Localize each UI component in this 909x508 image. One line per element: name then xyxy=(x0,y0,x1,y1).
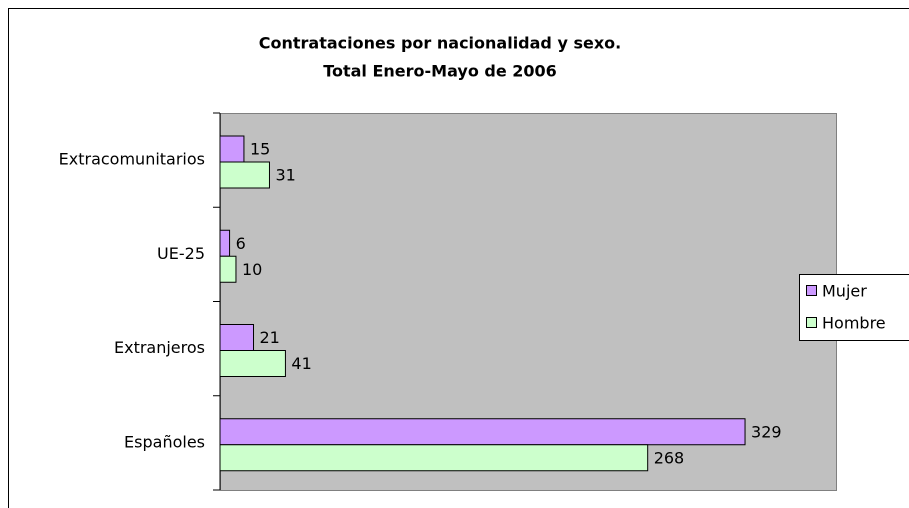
data-label: 6 xyxy=(236,234,246,253)
bar xyxy=(219,135,245,163)
legend-label: Mujer xyxy=(822,282,867,301)
legend-label: Hombre xyxy=(822,314,886,333)
data-label: 268 xyxy=(654,448,685,467)
legend-swatch xyxy=(806,285,817,296)
data-label: 10 xyxy=(242,260,262,279)
data-label: 31 xyxy=(275,166,295,185)
legend-swatch xyxy=(806,317,817,328)
legend xyxy=(799,274,909,341)
bar xyxy=(219,255,237,283)
data-label: 15 xyxy=(250,140,270,159)
data-label: 21 xyxy=(260,328,280,347)
y-tick-label: Extranjeros xyxy=(114,338,205,357)
chart-title: Total Enero-Mayo de 2006 xyxy=(323,62,557,81)
bar xyxy=(219,444,649,472)
chart-title: Contrataciones por nacionalidad y sexo. xyxy=(259,34,621,53)
bar xyxy=(219,161,270,189)
bar xyxy=(219,350,286,377)
y-tick-label: Españoles xyxy=(124,432,205,451)
data-label: 41 xyxy=(291,354,311,373)
bar xyxy=(219,324,255,351)
bar xyxy=(219,418,746,446)
data-label: 329 xyxy=(751,422,782,441)
bar xyxy=(219,229,231,257)
y-tick-label: UE-25 xyxy=(157,244,205,263)
y-tick-label: Extracomunitarios xyxy=(59,150,205,169)
